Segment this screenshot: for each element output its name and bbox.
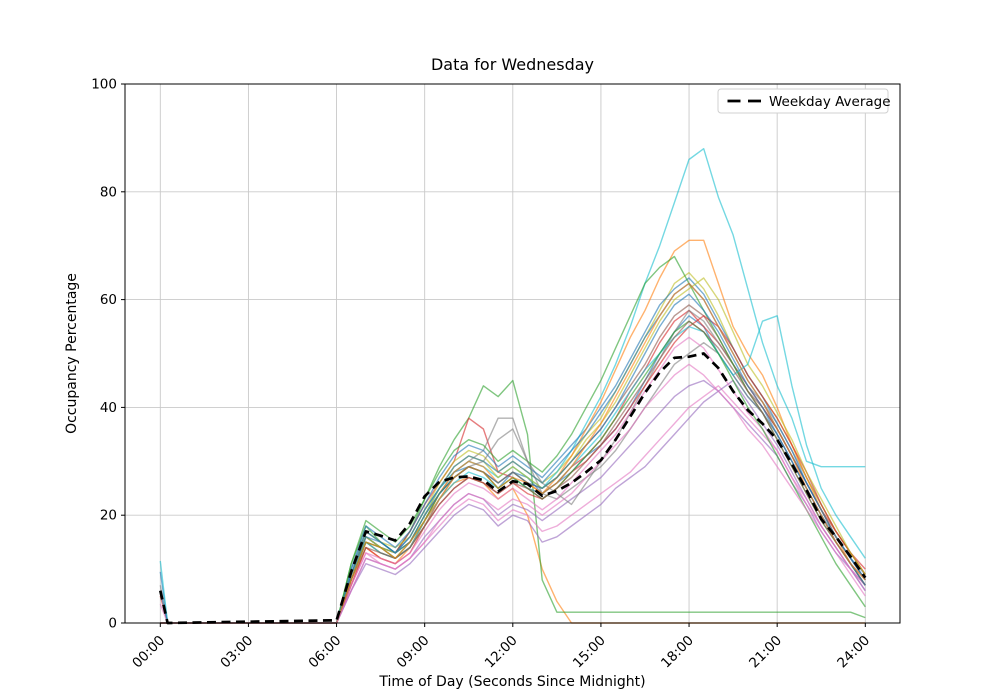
x-tick-label: 24:00 — [834, 633, 873, 672]
member-line — [160, 282, 866, 624]
member-line — [160, 379, 866, 624]
member-line — [160, 363, 866, 624]
x-axis-label: Time of Day (Seconds Since Midnight) — [378, 674, 645, 690]
x-tick-label: 12:00 — [482, 633, 521, 672]
y-tick-label: 40 — [100, 400, 117, 416]
member-line — [160, 320, 866, 624]
member-line — [160, 336, 866, 624]
y-axis-label: Occupancy Percentage — [64, 273, 80, 434]
x-tick-label: 03:00 — [217, 633, 256, 672]
y-tick-label: 0 — [108, 616, 117, 632]
x-tick-label: 06:00 — [306, 633, 345, 672]
legend-box — [717, 88, 889, 114]
x-tick-label: 21:00 — [746, 633, 785, 672]
x-tick-label: 18:00 — [658, 633, 697, 672]
y-tick-label: 100 — [91, 77, 117, 93]
x-tick-label: 15:00 — [570, 633, 609, 672]
chart-title: Data for Wednesday — [431, 55, 594, 74]
x-tick-label: 00:00 — [129, 633, 168, 672]
y-tick-label: 20 — [100, 508, 117, 524]
y-tick-label: 60 — [100, 292, 117, 308]
x-tick-label: 09:00 — [394, 633, 433, 672]
legend-label: Weekday Average — [769, 94, 891, 110]
y-tick-label: 80 — [100, 184, 117, 200]
weekday-average-line — [158, 352, 867, 625]
